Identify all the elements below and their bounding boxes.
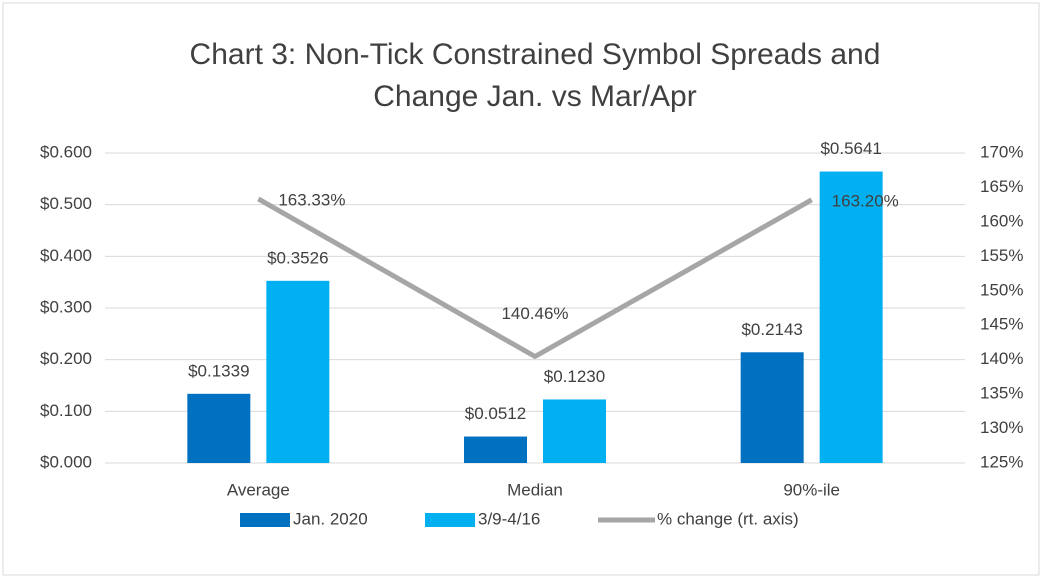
x-tick-label: Median <box>507 480 563 499</box>
y2-tick-label: 125% <box>980 452 1023 471</box>
data-label: $0.0512 <box>465 404 526 423</box>
line-label: 163.33% <box>278 190 345 209</box>
y2-tick-label: 150% <box>980 280 1023 299</box>
data-label: $0.5641 <box>820 139 881 158</box>
legend-label: 3/9-4/16 <box>478 509 540 528</box>
y-tick-label: $0.300 <box>40 297 92 316</box>
bar <box>187 393 251 463</box>
data-label: $0.2143 <box>741 320 802 339</box>
y2-tick-label: 165% <box>980 177 1023 196</box>
chart-title: Change Jan. vs Mar/Apr <box>373 80 696 113</box>
bar <box>543 399 606 463</box>
bar <box>819 171 883 463</box>
data-label: $0.1339 <box>188 361 249 380</box>
y2-tick-label: 170% <box>980 142 1023 161</box>
bar <box>464 436 527 463</box>
legend-swatch <box>240 513 290 527</box>
y2-tick-label: 145% <box>980 315 1023 334</box>
line-label: 140.46% <box>501 304 568 323</box>
legend-label: Jan. 2020 <box>293 509 368 528</box>
y-tick-label: $0.100 <box>40 401 92 420</box>
legend-label: % change (rt. axis) <box>657 509 799 528</box>
y2-tick-label: 130% <box>980 418 1023 437</box>
y-tick-label: $0.000 <box>40 452 92 471</box>
line-series <box>257 196 813 359</box>
y2-tick-label: 155% <box>980 246 1023 265</box>
data-label: $0.1230 <box>544 367 605 386</box>
bar <box>266 280 330 463</box>
x-tick-label: 90%-ile <box>783 480 840 499</box>
y2-tick-label: 135% <box>980 384 1023 403</box>
y-tick-label: $0.400 <box>40 246 92 265</box>
y2-tick-label: 140% <box>980 349 1023 368</box>
y-tick-label: $0.200 <box>40 349 92 368</box>
chart-title: Chart 3: Non-Tick Constrained Symbol Spr… <box>190 38 881 71</box>
data-label: $0.3526 <box>267 248 328 267</box>
y-tick-label: $0.500 <box>40 194 92 213</box>
bar <box>740 352 804 463</box>
y2-tick-label: 160% <box>980 211 1023 230</box>
line-label: 163.20% <box>832 191 899 210</box>
legend-swatch <box>425 513 475 527</box>
x-tick-label: Average <box>227 480 290 499</box>
y-tick-label: $0.600 <box>40 142 92 161</box>
